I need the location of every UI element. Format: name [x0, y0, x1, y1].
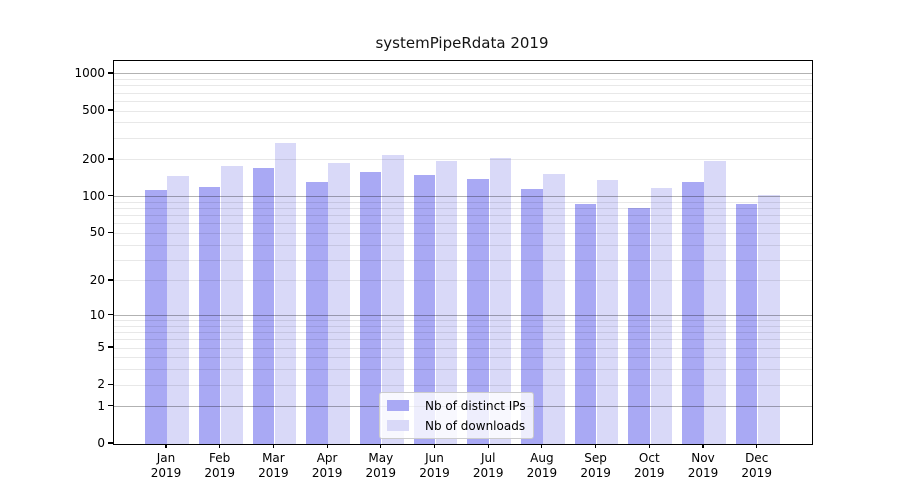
- x-tick-label-jan-2019: Jan 2019: [150, 451, 182, 480]
- y-tick-mark-1: [108, 405, 113, 407]
- y-tick-mark-500: [108, 109, 113, 111]
- x-tick-mark-dec-2019: [756, 444, 758, 448]
- x-tick-mark-apr-2019: [326, 444, 328, 448]
- x-tick-mark-mar-2019: [272, 444, 274, 448]
- x-tick-label-may-2019: May 2019: [365, 451, 397, 480]
- x-tick-label-mar-2019: Mar 2019: [258, 451, 289, 480]
- y-tick-label-0: 0: [97, 436, 105, 450]
- y-tick-mark-2: [108, 383, 113, 385]
- bar-nb-of-distinct-ips-jul-2019: [467, 178, 489, 444]
- bar-nb-of-distinct-ips-mar-2019: [252, 168, 275, 444]
- bar-nb-of-distinct-ips-dec-2019: [735, 204, 758, 444]
- bar-nb-of-downloads-feb-2019: [221, 166, 243, 444]
- bars-layer: [114, 61, 812, 444]
- y-tick-mark-0: [108, 442, 113, 444]
- bar-nb-of-distinct-ips-may-2019: [359, 171, 382, 444]
- x-tick-mark-aug-2019: [541, 444, 543, 448]
- y-tick-label-50: 50: [89, 225, 105, 240]
- legend-swatch-nb-of-downloads: [387, 420, 409, 431]
- x-tick-label-sep-2019: Sep 2019: [580, 451, 611, 480]
- x-tick-mark-feb-2019: [219, 444, 221, 448]
- x-tick-label-feb-2019: Feb 2019: [204, 451, 235, 480]
- legend-swatch-nb-of-distinct-ips: [387, 400, 409, 411]
- bar-nb-of-distinct-ips-aug-2019: [521, 188, 543, 444]
- x-tick-mark-may-2019: [380, 444, 382, 448]
- y-tick-mark-20: [108, 279, 113, 281]
- y-tick-label-1: 1: [97, 398, 105, 413]
- y-tick-mark-200: [108, 158, 113, 160]
- legend-entry-nb-of-downloads: Nb of downloads: [387, 417, 526, 434]
- bar-nb-of-downloads-jan-2019: [167, 175, 189, 444]
- x-tick-mark-jun-2019: [433, 444, 436, 448]
- y-tick-label-10: 10: [89, 307, 105, 322]
- y-tick-label-500: 500: [82, 103, 105, 118]
- x-tick-label-jul-2019: Jul 2019: [472, 451, 504, 480]
- y-tick-mark-100: [108, 195, 113, 197]
- x-tick-mark-jan-2019: [165, 444, 167, 448]
- bar-nb-of-downloads-aug-2019: [543, 173, 565, 444]
- plot-area: Nb of distinct IPs Nb of downloads: [113, 60, 813, 445]
- bar-nb-of-downloads-dec-2019: [758, 194, 780, 444]
- x-tick-label-apr-2019: Apr 2019: [311, 451, 343, 480]
- legend-label-nb-of-distinct-ips: Nb of distinct IPs: [425, 398, 526, 413]
- x-tick-mark-nov-2019: [702, 444, 704, 448]
- bar-nb-of-distinct-ips-sep-2019: [574, 203, 597, 444]
- y-tick-mark-5: [108, 346, 113, 348]
- legend-entry-nb-of-distinct-ips: Nb of distinct IPs: [387, 397, 526, 414]
- bar-nb-of-downloads-mar-2019: [274, 143, 297, 444]
- bar-nb-of-downloads-apr-2019: [328, 163, 350, 444]
- bar-nb-of-downloads-jun-2019: [435, 161, 458, 444]
- bar-nb-of-distinct-ips-feb-2019: [198, 187, 221, 444]
- x-tick-label-jun-2019: Jun 2019: [419, 451, 450, 480]
- x-tick-label-nov-2019: Nov 2019: [687, 451, 719, 480]
- bar-nb-of-distinct-ips-jan-2019: [145, 190, 167, 444]
- x-tick-mark-sep-2019: [595, 444, 597, 448]
- bar-nb-of-distinct-ips-apr-2019: [306, 182, 328, 444]
- x-tick-label-oct-2019: Oct 2019: [634, 451, 665, 480]
- bar-nb-of-distinct-ips-jun-2019: [413, 174, 436, 444]
- legend-label-nb-of-downloads: Nb of downloads: [425, 418, 526, 433]
- y-tick-label-5: 5: [97, 340, 105, 355]
- x-tick-mark-oct-2019: [648, 444, 650, 448]
- chart-title: systemPipeRdata 2019: [375, 34, 549, 52]
- bar-nb-of-downloads-jul-2019: [489, 158, 512, 444]
- y-tick-mark-10: [108, 313, 113, 316]
- y-tick-label-2: 2: [97, 377, 105, 392]
- bar-nb-of-downloads-oct-2019: [650, 187, 673, 444]
- x-tick-label-dec-2019: Dec 2019: [741, 451, 772, 480]
- y-tick-label-100: 100: [82, 188, 105, 203]
- bar-nb-of-downloads-nov-2019: [704, 160, 726, 444]
- y-tick-mark-1000: [108, 72, 113, 74]
- x-tick-label-aug-2019: Aug 2019: [526, 451, 558, 480]
- x-tick-mark-jul-2019: [487, 444, 489, 448]
- legend: Nb of distinct IPs Nb of downloads: [379, 392, 534, 439]
- bar-nb-of-distinct-ips-oct-2019: [628, 207, 650, 444]
- y-tick-mark-50: [108, 231, 113, 233]
- bar-nb-of-downloads-sep-2019: [596, 180, 619, 444]
- y-tick-label-1000: 1000: [74, 65, 105, 80]
- bar-nb-of-distinct-ips-nov-2019: [682, 182, 704, 444]
- y-tick-label-200: 200: [82, 151, 105, 166]
- bar-nb-of-downloads-may-2019: [382, 154, 404, 444]
- y-tick-label-20: 20: [89, 272, 105, 287]
